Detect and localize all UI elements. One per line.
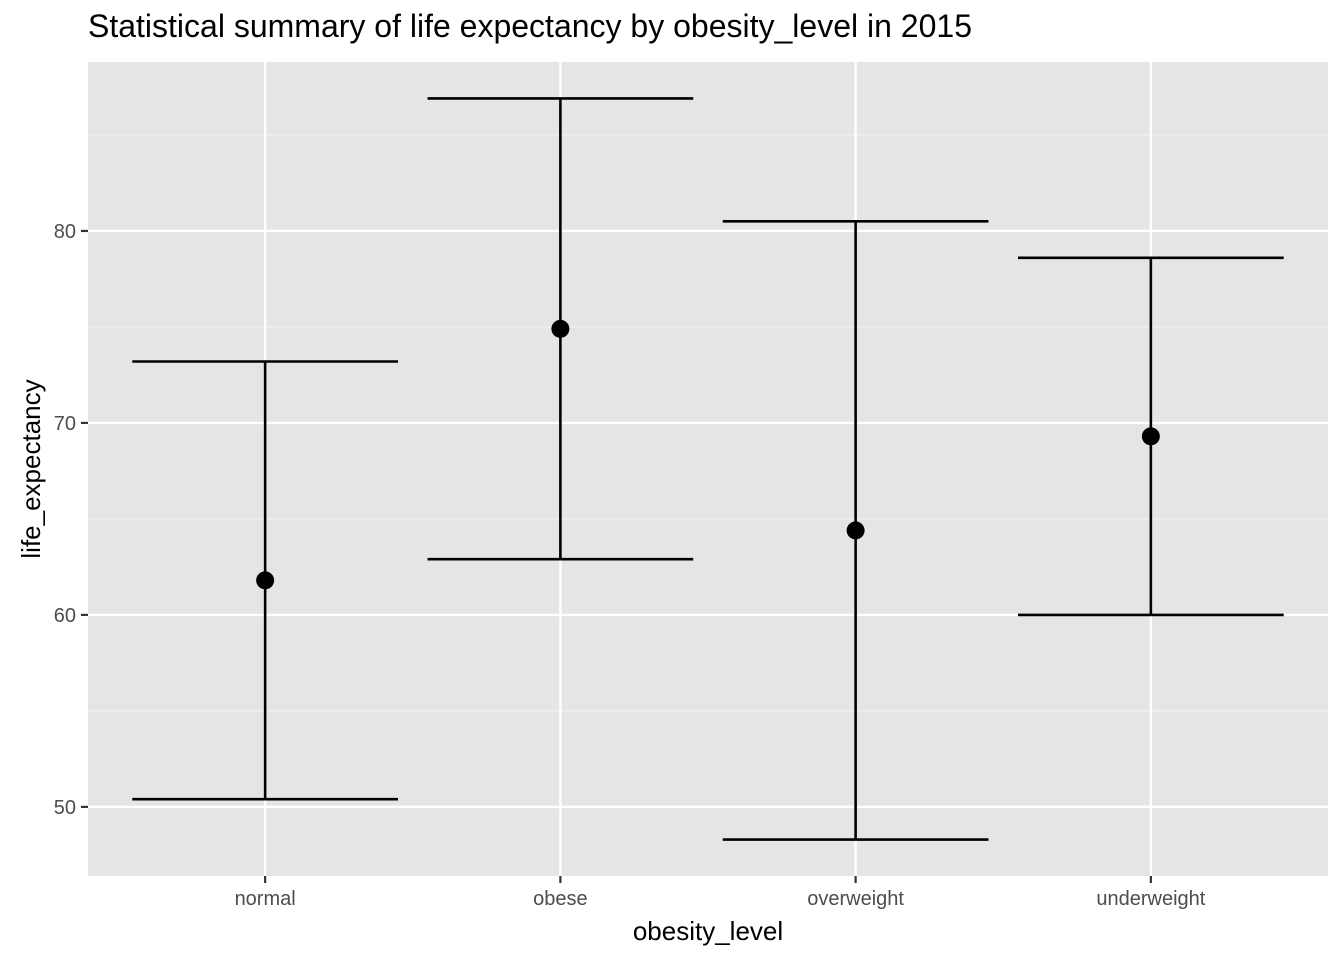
x-tick-label: overweight (807, 888, 904, 910)
y-tick-label: 80 (54, 221, 76, 243)
chart-title: Statistical summary of life expectancy b… (88, 8, 972, 44)
x-tick-label: obese (533, 888, 588, 910)
plot-panel (88, 62, 1328, 876)
x-axis-title: obesity_level (633, 916, 783, 946)
data-marks (132, 97, 1284, 841)
y-tick-label: 60 (54, 605, 76, 627)
mean-point-obese (551, 319, 570, 338)
y-axis-title: life_expectancy (16, 379, 46, 558)
y-tick-label: 70 (54, 413, 76, 435)
y-tick-label: 50 (54, 797, 76, 819)
mean-point-underweight (1141, 427, 1160, 446)
mean-point-overweight (846, 521, 865, 540)
mean-point-normal (256, 571, 275, 590)
x-tick-label: normal (235, 888, 296, 910)
axes: 50 60 70 80 normal obese overweight underweight (54, 221, 1206, 910)
x-tick-label: underweight (1096, 888, 1205, 910)
